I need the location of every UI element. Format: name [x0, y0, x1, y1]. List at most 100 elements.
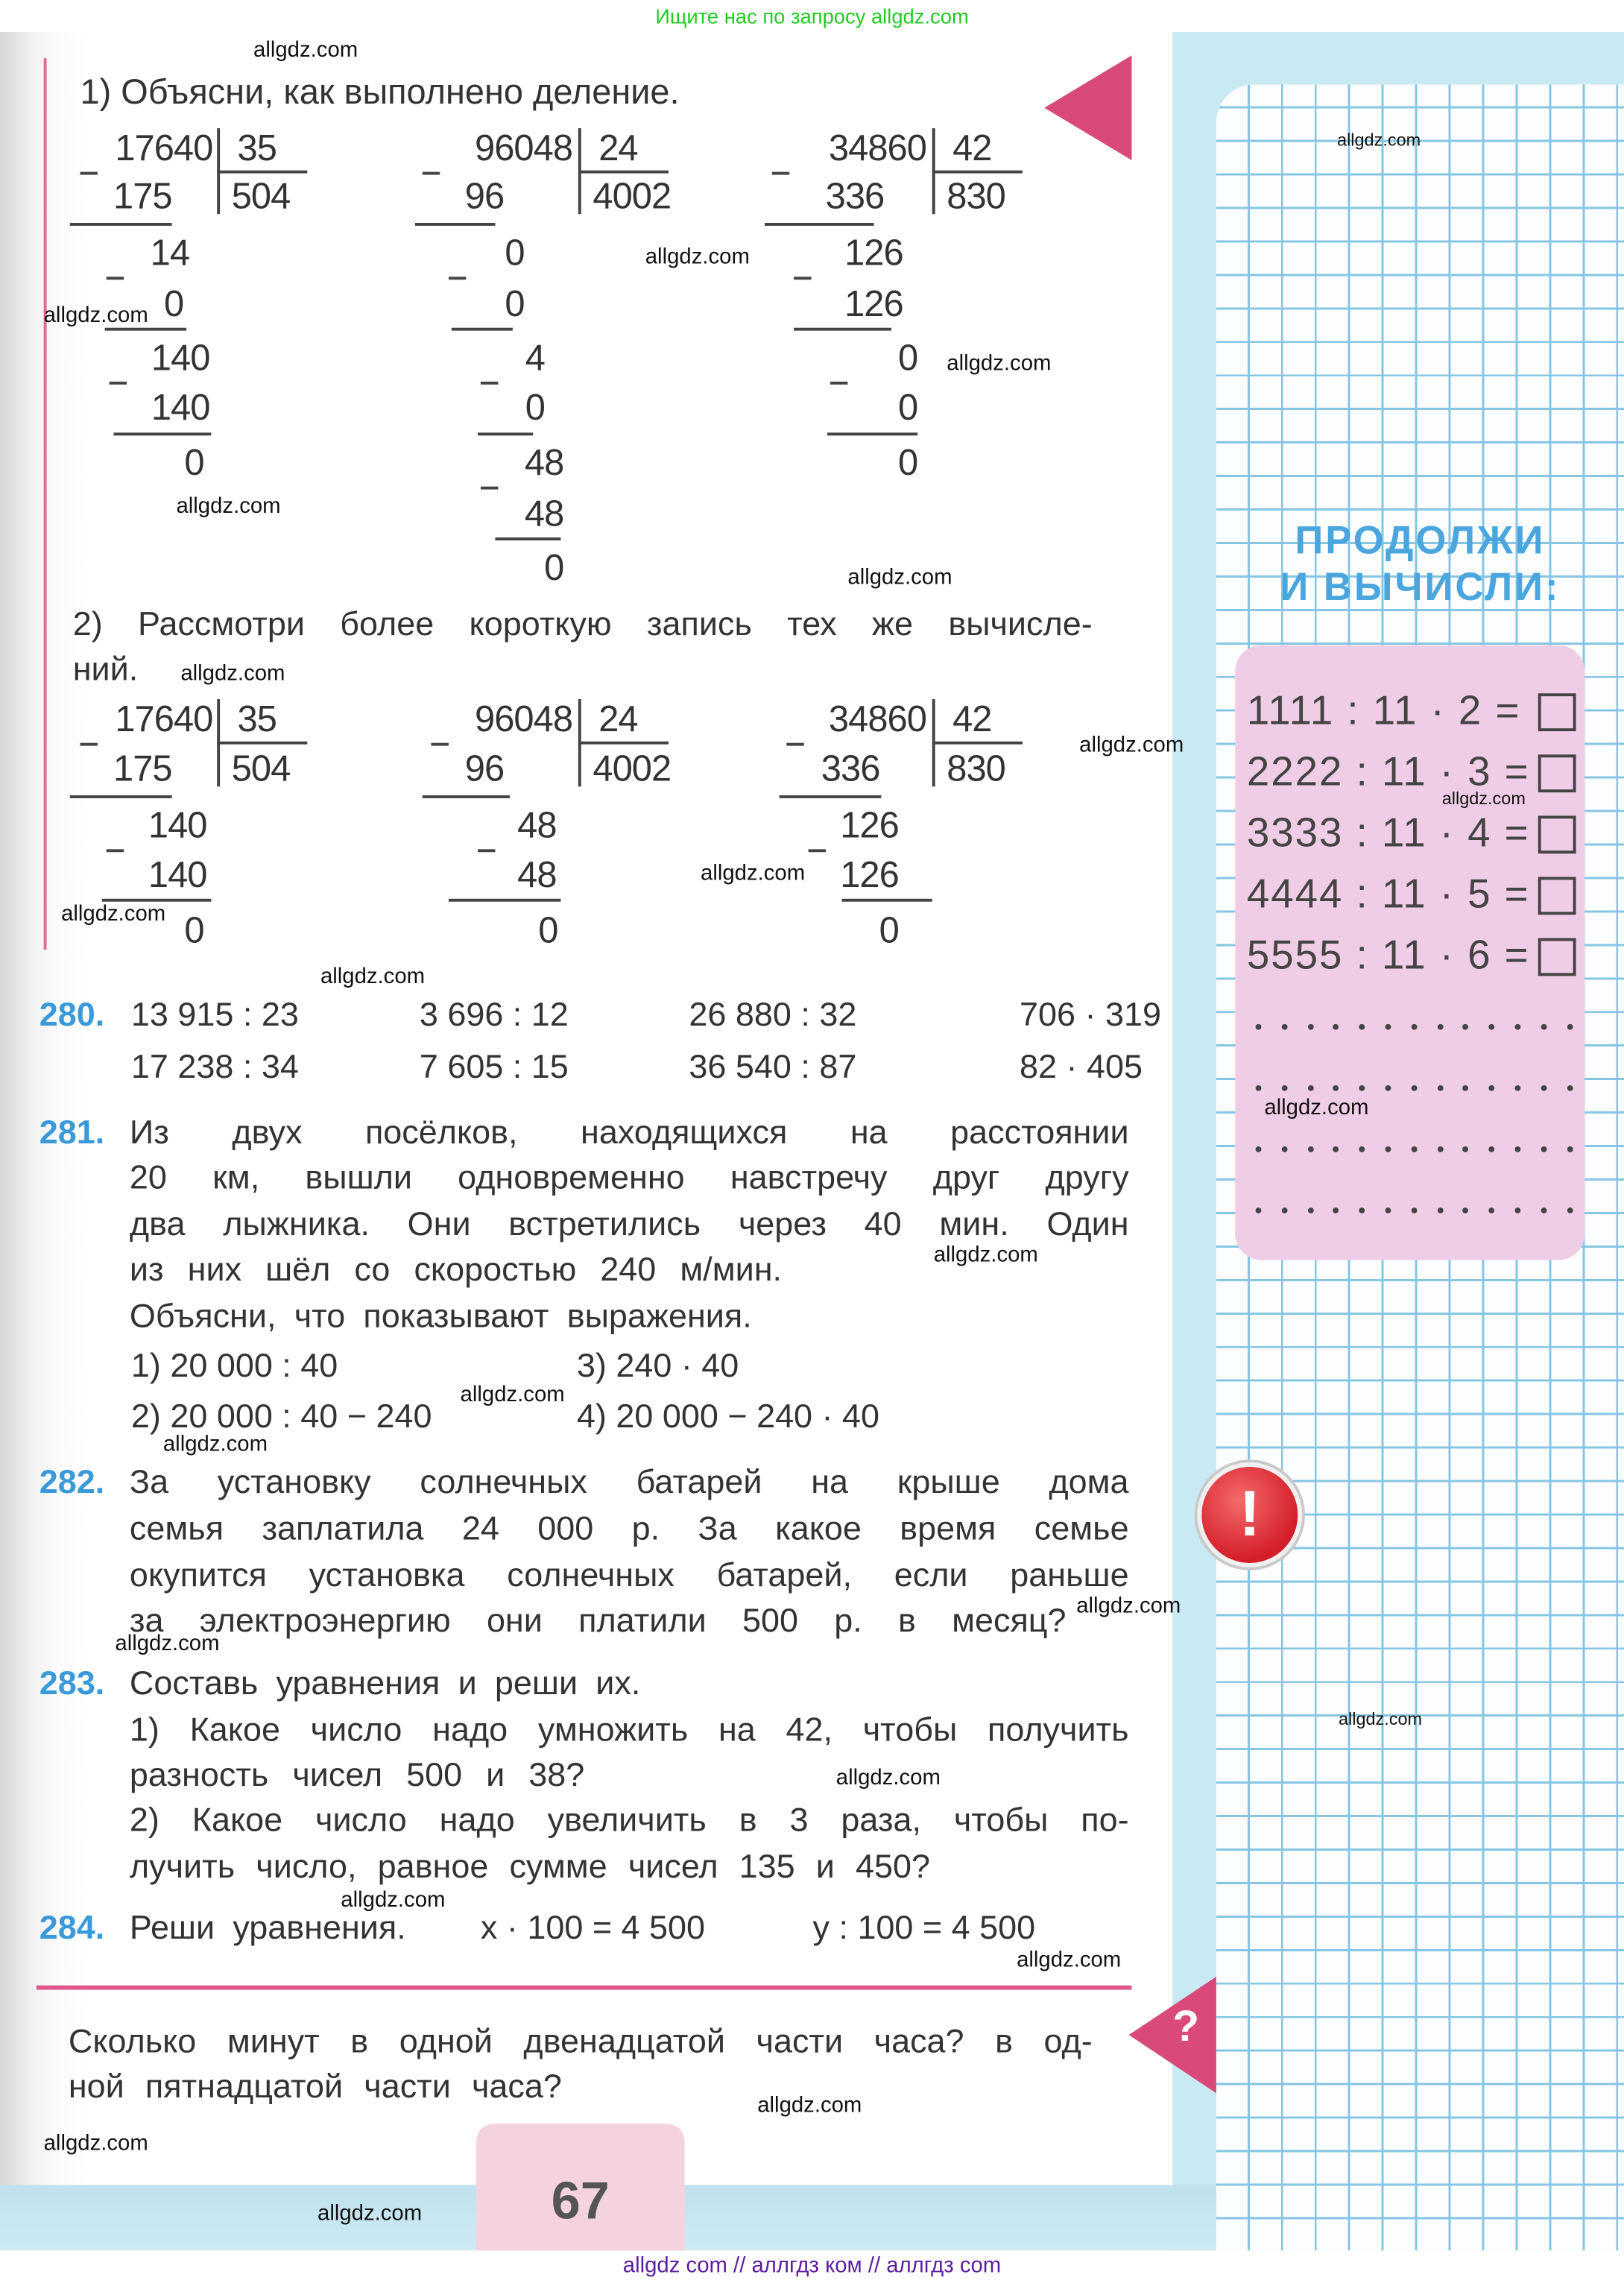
division-number: 0	[898, 338, 918, 379]
division-number: 0	[879, 910, 900, 952]
watermark-text: allgdz.com	[43, 2131, 148, 2156]
text-line: окупится установка солнечных батарей, ес…	[129, 1556, 1129, 1594]
division-number: 35	[237, 699, 277, 740]
footer-links[interactable]: allgdz com // аллгдз ком // аллгдз com	[0, 2250, 1624, 2286]
subtraction-line	[765, 223, 874, 225]
subtraction-line	[841, 898, 932, 901]
watermark-text: allgdz.com	[162, 1432, 268, 1457]
subtraction-line	[414, 223, 496, 225]
sidebar-heading: ПРОДОЛЖИ	[1295, 518, 1546, 563]
division-bar	[217, 741, 308, 744]
subtraction-line	[101, 898, 212, 901]
puzzle-box	[1235, 645, 1585, 1260]
division-number: 0	[164, 284, 184, 325]
division-number: 126	[844, 233, 904, 274]
dot-placeholder	[1488, 1084, 1495, 1091]
division-number: 96048	[475, 127, 573, 169]
division-bar	[217, 170, 308, 173]
watermark-text: allgdz.com	[1441, 788, 1526, 809]
subtraction-line	[104, 327, 187, 330]
text-line: Объясни, что показывают выражения.	[129, 1296, 752, 1335]
dot-placeholder	[1488, 1207, 1495, 1213]
watermark-text: allgdz.com	[1339, 1708, 1423, 1729]
text-line: 2) Какое число надо увеличить в 3 раза, …	[129, 1800, 1129, 1839]
dot-placeholder	[1514, 1023, 1521, 1030]
expression: 13 915 : 23	[130, 994, 299, 1033]
part2-line: ний.	[72, 649, 139, 688]
division-number: 0	[505, 284, 525, 325]
dot-placeholder	[1462, 1207, 1469, 1213]
division-number: 175	[113, 748, 173, 790]
minus-sign	[830, 382, 848, 384]
division-number: 336	[821, 748, 881, 790]
text-line: два лыжника. Они встретились через 40 ми…	[129, 1204, 1129, 1243]
text-line: 20 км, вышли одновременно навстречу друг…	[129, 1158, 1129, 1196]
subtraction-line	[478, 432, 534, 435]
pink-triangle-marker	[1044, 55, 1132, 160]
question-mark-icon	[1128, 1976, 1216, 2094]
division-number: 96	[464, 176, 505, 218]
subtraction-line	[451, 327, 513, 330]
subtraction-line	[827, 432, 918, 435]
sequence-equation: 2222 : 11 · 3 =	[1246, 748, 1530, 795]
division-number: 4002	[593, 176, 672, 218]
dot-placeholder	[1541, 1023, 1547, 1030]
dot-placeholder	[1514, 1207, 1521, 1213]
answer-box	[1538, 754, 1576, 793]
minus-sign	[480, 486, 499, 489]
exercise-number: 283.	[39, 1663, 105, 1702]
sequence-equation: 3333 : 11 · 4 =	[1246, 809, 1530, 856]
dot-placeholder	[1488, 1146, 1495, 1152]
division-number: 0	[505, 233, 525, 274]
division-number: 24	[598, 699, 638, 740]
subtraction-line	[69, 223, 172, 225]
division-number: 0	[544, 547, 564, 589]
division-number: 17640	[115, 699, 213, 740]
dot-placeholder	[1437, 1023, 1443, 1030]
expression: 17 238 : 34	[130, 1047, 299, 1085]
minus-sign	[80, 742, 98, 745]
dot-placeholder	[1488, 1023, 1495, 1030]
division-number: 0	[898, 443, 918, 484]
division-number: 4	[525, 338, 546, 379]
division-bar	[932, 170, 1023, 173]
dot-placeholder	[1567, 1207, 1573, 1213]
dot-placeholder	[1514, 1084, 1521, 1091]
division-number: 126	[844, 284, 904, 325]
minus-sign	[478, 849, 496, 852]
division-number: 504	[231, 176, 291, 218]
division-number: 48	[524, 443, 564, 484]
dot-placeholder	[1281, 1023, 1288, 1030]
exercise-number: 284.	[39, 1908, 105, 1946]
dot-placeholder	[1411, 1207, 1418, 1213]
watermark-text: allgdz.com	[757, 2093, 862, 2118]
text-line: разность чисел 500 и 38?	[129, 1755, 585, 1793]
subtraction-line	[448, 898, 561, 901]
text-line: семья заплатила 24 000 р. За какое время…	[129, 1509, 1129, 1547]
dot-placeholder	[1385, 1146, 1391, 1152]
subtraction-line	[113, 432, 212, 435]
text-line: Реши уравнения.	[129, 1908, 406, 1946]
expression: 706 · 319	[1020, 994, 1161, 1033]
dot-placeholder	[1333, 1084, 1339, 1091]
dot-placeholder	[1514, 1146, 1521, 1152]
division-bar	[578, 741, 669, 744]
division-number: 0	[525, 387, 546, 429]
minus-sign	[448, 277, 467, 280]
top-banner[interactable]: Ищите нас по запросу allgdz.com	[0, 0, 1624, 32]
option: 3) 240 · 40	[576, 1345, 739, 1384]
text-line: 1) Какое число надо умножить на 42, чтоб…	[129, 1710, 1129, 1749]
text-line: Из двух посёлков, находящихся на расстоя…	[129, 1113, 1129, 1151]
subtraction-line	[69, 795, 172, 798]
exercise-number: 281.	[39, 1113, 105, 1151]
watermark-text: allgdz.com	[933, 1243, 1038, 1268]
watermark-text: allgdz.com	[1076, 1594, 1181, 1619]
subtraction-line	[794, 327, 892, 330]
dot-placeholder	[1462, 1084, 1469, 1091]
dot-placeholder	[1541, 1207, 1547, 1213]
dot-placeholder	[1359, 1146, 1365, 1152]
watermark-text: allgdz.com	[835, 1765, 941, 1790]
division-number: 140	[148, 855, 208, 896]
page-sheet	[0, 31, 1173, 2185]
